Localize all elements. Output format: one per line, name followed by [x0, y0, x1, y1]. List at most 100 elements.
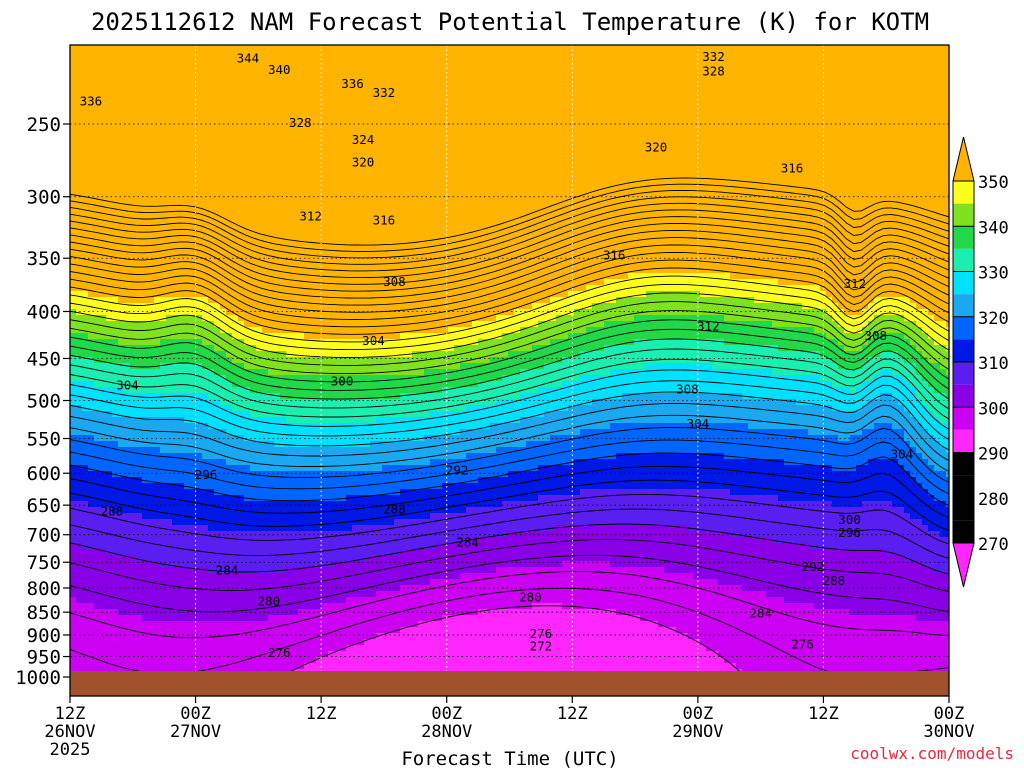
- contour-fill-cell: [70, 297, 77, 304]
- contour-fill-cell: [178, 441, 185, 448]
- contour-fill-cell: [220, 117, 227, 124]
- contour-fill-cell: [76, 429, 83, 436]
- contour-fill-cell: [244, 315, 251, 322]
- contour-fill-cell: [292, 321, 299, 328]
- contour-fill-cell: [172, 255, 179, 262]
- contour-fill-cell: [226, 381, 233, 388]
- contour-fill-cell: [280, 201, 287, 208]
- contour-fill-cell: [298, 627, 305, 634]
- contour-fill-cell: [268, 297, 275, 304]
- contour-fill-cell: [292, 51, 299, 58]
- contour-fill-cell: [160, 267, 167, 274]
- contour-fill-cell: [322, 657, 329, 664]
- contour-fill-cell: [136, 447, 143, 454]
- contour-fill-cell: [148, 231, 155, 238]
- contour-fill-cell: [184, 141, 191, 148]
- contour-fill-cell: [118, 129, 125, 136]
- contour-fill-cell: [112, 237, 119, 244]
- contour-fill-cell: [334, 111, 341, 118]
- contour-fill-cell: [76, 291, 83, 298]
- contour-fill-cell: [256, 99, 263, 106]
- contour-fill-cell: [196, 267, 203, 274]
- contour-fill-cell: [178, 501, 185, 508]
- contour-fill-cell: [256, 663, 263, 670]
- contour-fill-cell: [220, 495, 227, 502]
- contour-fill-cell: [286, 405, 293, 412]
- contour-fill-cell: [184, 285, 191, 292]
- contour-fill-cell: [94, 465, 101, 472]
- contour-fill-cell: [184, 105, 191, 112]
- contour-fill-cell: [172, 171, 179, 178]
- contour-fill-cell: [196, 57, 203, 64]
- contour-fill-cell: [76, 459, 83, 466]
- contour-fill-cell: [166, 525, 173, 532]
- contour-fill-cell: [202, 153, 209, 160]
- contour-fill-cell: [118, 147, 125, 154]
- contour-fill-cell: [208, 153, 215, 160]
- contour-fill-cell: [220, 297, 227, 304]
- contour-fill-cell: [244, 99, 251, 106]
- contour-fill-cell: [238, 261, 245, 268]
- contour-fill-cell: [208, 633, 215, 640]
- contour-fill-cell: [178, 417, 185, 424]
- contour-fill-cell: [280, 111, 287, 118]
- contour-fill-cell: [124, 237, 131, 244]
- contour-fill-cell: [136, 267, 143, 274]
- contour-fill-cell: [280, 309, 287, 316]
- contour-fill-cell: [118, 177, 125, 184]
- contour-fill-cell: [214, 207, 221, 214]
- contour-fill-cell: [202, 405, 209, 412]
- contour-fill-cell: [202, 117, 209, 124]
- contour-fill-cell: [124, 441, 131, 448]
- contour-fill-cell: [100, 189, 107, 196]
- contour-fill-cell: [190, 123, 197, 130]
- contour-fill-cell: [262, 393, 269, 400]
- contour-fill-cell: [280, 531, 287, 538]
- contour-fill-cell: [304, 159, 311, 166]
- contour-fill-cell: [160, 357, 167, 364]
- contour-fill-cell: [172, 243, 179, 250]
- contour-fill-cell: [340, 327, 347, 334]
- contour-fill-cell: [310, 429, 317, 436]
- contour-fill-cell: [100, 147, 107, 154]
- contour-fill-cell: [316, 327, 323, 334]
- contour-fill-cell: [130, 99, 137, 106]
- contour-fill-cell: [232, 219, 239, 226]
- contour-fill-cell: [226, 495, 233, 502]
- contour-fill-cell: [214, 615, 221, 622]
- contour-fill-cell: [148, 321, 155, 328]
- contour-fill-cell: [94, 429, 101, 436]
- contour-fill-cell: [166, 57, 173, 64]
- contour-fill-cell: [304, 129, 311, 136]
- contour-fill-cell: [250, 225, 257, 232]
- contour-fill-cell: [256, 321, 263, 328]
- contour-fill-cell: [142, 609, 149, 616]
- contour-fill-cell: [136, 309, 143, 316]
- contour-fill-cell: [286, 135, 293, 142]
- contour-fill-cell: [76, 297, 83, 304]
- contour-fill-cell: [274, 315, 281, 322]
- contour-fill-cell: [70, 441, 77, 448]
- contour-fill-cell: [70, 501, 77, 508]
- contour-fill-cell: [322, 489, 329, 496]
- contour-fill-cell: [250, 93, 257, 100]
- contour-fill-cell: [70, 273, 77, 280]
- contour-fill-cell: [226, 507, 233, 514]
- contour-fill-cell: [82, 531, 89, 538]
- contour-fill-cell: [220, 657, 227, 664]
- contour-fill-cell: [70, 465, 77, 472]
- contour-fill-cell: [244, 141, 251, 148]
- contour-fill-cell: [280, 651, 287, 658]
- contour-fill-cell: [226, 405, 233, 412]
- contour-fill-cell: [226, 93, 233, 100]
- contour-fill-cell: [148, 429, 155, 436]
- contour-fill-cell: [196, 219, 203, 226]
- contour-fill-cell: [322, 57, 329, 64]
- contour-fill-cell: [292, 561, 299, 568]
- contour-fill-cell: [286, 573, 293, 580]
- contour-fill-cell: [118, 627, 125, 634]
- contour-fill-cell: [178, 255, 185, 262]
- contour-fill-cell: [88, 279, 95, 286]
- contour-fill-cell: [82, 663, 89, 670]
- contour-fill-cell: [322, 597, 329, 604]
